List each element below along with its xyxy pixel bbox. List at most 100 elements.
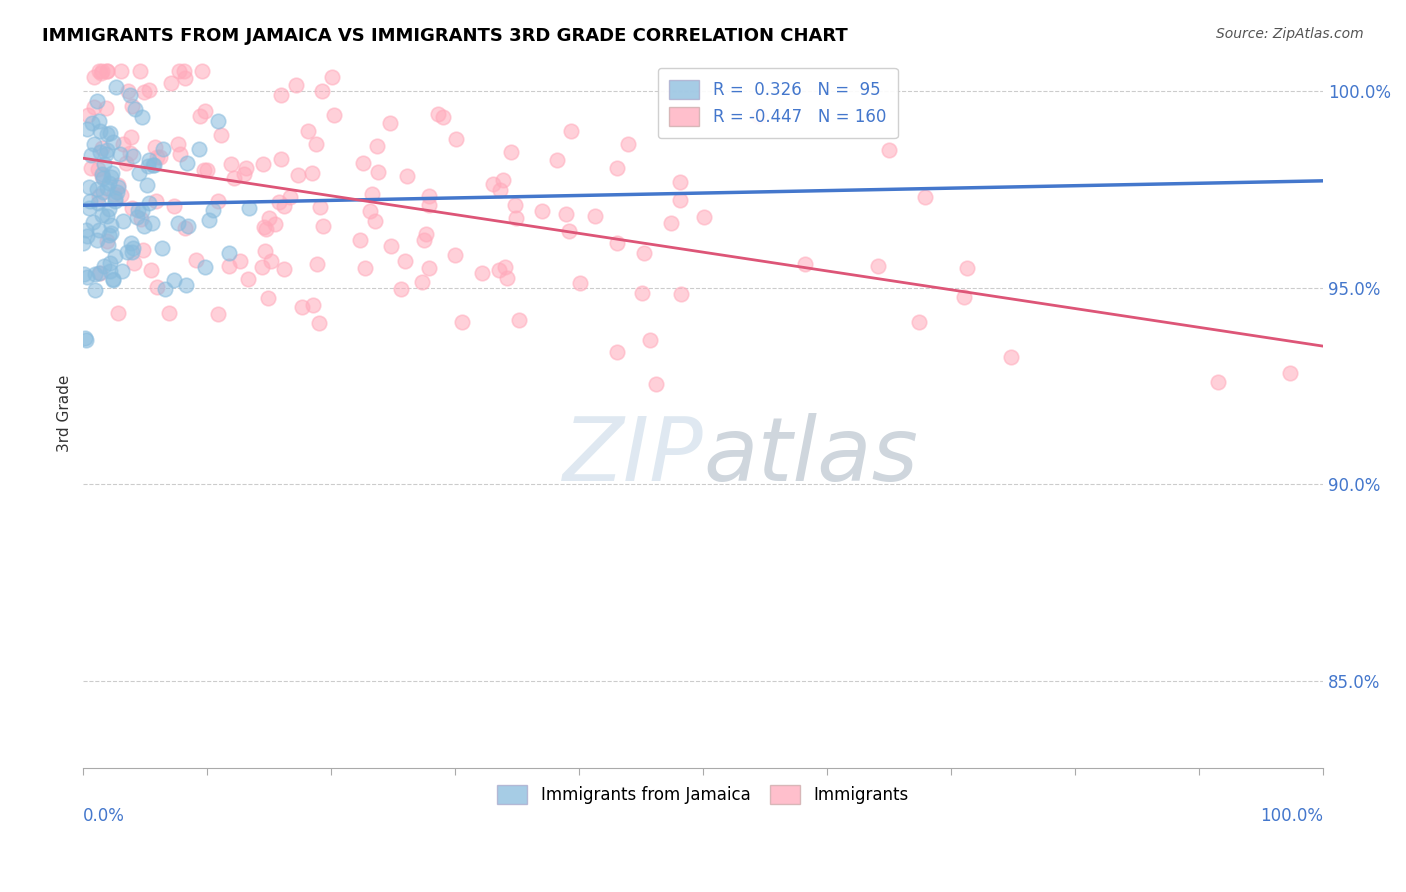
Point [87, 266, 110, 280]
Point [96, 127, 118, 141]
Point [501, 145, 523, 159]
Point [633, 246, 655, 260]
Point [125, 210, 148, 224]
Point [149, 150, 172, 164]
Point [89, 124, 111, 138]
Point [107, 306, 129, 320]
Point [352, 156, 374, 170]
Point [96, 209, 118, 223]
Point [82, 215, 104, 229]
Point [489, 183, 512, 197]
Point [193, 162, 215, 177]
Point [135, 178, 157, 192]
Point [307, 256, 329, 270]
Point [87, 189, 110, 203]
Point [163, 273, 186, 287]
Point [100, 226, 122, 240]
Point [508, 312, 530, 326]
Point [207, 194, 229, 209]
Point [583, 209, 606, 223]
Point [494, 260, 516, 275]
Point [232, 167, 254, 181]
Point [98, 126, 121, 140]
Point [669, 287, 692, 301]
Point [415, 227, 437, 241]
Point [260, 254, 283, 268]
Point [396, 169, 419, 183]
Point [367, 165, 389, 179]
Point [1278, 366, 1301, 380]
Point [432, 110, 454, 124]
Point [86, 182, 108, 196]
Point [96, 143, 118, 157]
Point [142, 157, 165, 171]
Point [669, 193, 692, 207]
Point [309, 200, 332, 214]
Point [952, 290, 974, 304]
Point [76, 270, 98, 285]
Point [360, 187, 382, 202]
Point [188, 109, 211, 123]
Point [103, 273, 125, 287]
Point [139, 262, 162, 277]
Point [131, 110, 153, 124]
Point [103, 135, 125, 149]
Point [218, 245, 240, 260]
Point [693, 210, 716, 224]
Point [138, 83, 160, 97]
Point [100, 170, 122, 185]
Point [104, 194, 127, 208]
Point [322, 108, 344, 122]
Text: atlas: atlas [703, 413, 918, 500]
Point [167, 64, 190, 78]
Point [72, 235, 94, 250]
Point [1000, 350, 1022, 364]
Point [218, 259, 240, 273]
Point [956, 261, 979, 276]
Point [207, 114, 229, 128]
Point [257, 292, 280, 306]
Point [394, 254, 416, 268]
Point [124, 103, 146, 117]
Point [606, 161, 628, 175]
Point [284, 78, 307, 93]
Point [118, 146, 141, 161]
Point [76, 229, 98, 244]
Point [75, 223, 97, 237]
Point [748, 109, 770, 123]
Point [121, 202, 143, 216]
Point [98, 263, 121, 277]
Point [107, 178, 129, 192]
Point [174, 277, 197, 292]
Point [359, 203, 381, 218]
Point [93, 185, 115, 199]
Point [273, 199, 295, 213]
Point [122, 241, 145, 255]
Point [254, 222, 277, 236]
Point [83, 100, 105, 114]
Point [83, 70, 105, 84]
Point [150, 241, 173, 255]
Point [79, 180, 101, 194]
Point [121, 245, 143, 260]
Point [110, 188, 132, 202]
Point [127, 203, 149, 218]
Point [198, 213, 221, 227]
Point [270, 152, 292, 166]
Point [191, 64, 214, 78]
Point [631, 285, 654, 300]
Point [98, 202, 121, 217]
Point [120, 130, 142, 145]
Point [188, 142, 211, 156]
Point [412, 233, 434, 247]
Point [157, 305, 180, 319]
Point [505, 211, 527, 225]
Point [450, 314, 472, 328]
Point [257, 211, 280, 225]
Point [194, 104, 217, 119]
Point [363, 213, 385, 227]
Point [568, 276, 591, 290]
Point [87, 195, 110, 210]
Point [366, 138, 388, 153]
Point [224, 171, 246, 186]
